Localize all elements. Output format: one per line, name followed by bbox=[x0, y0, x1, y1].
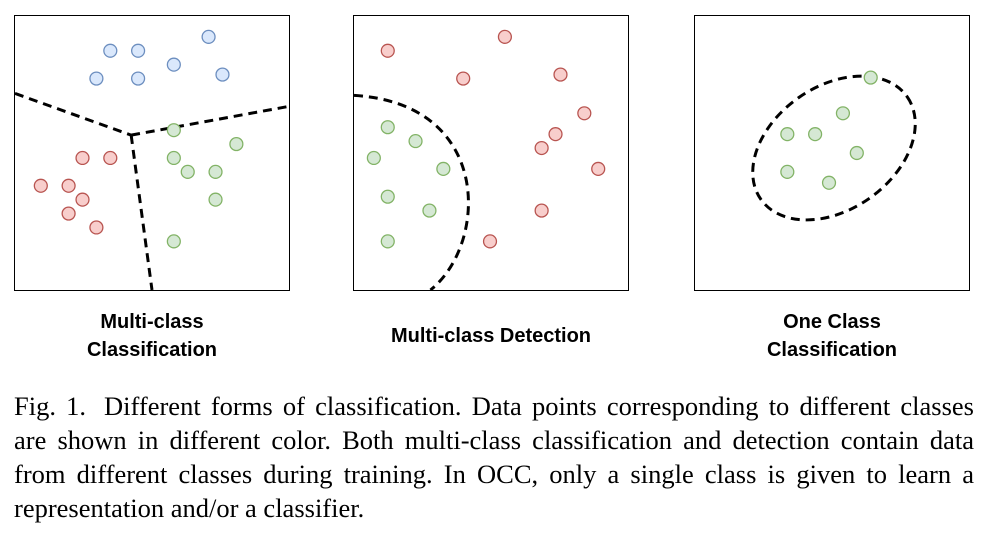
data-point-red bbox=[497, 29, 512, 44]
data-point-green bbox=[380, 189, 395, 204]
label-line: Multi-class Detection bbox=[390, 325, 592, 347]
data-point-green bbox=[808, 127, 823, 142]
data-point-red bbox=[553, 67, 568, 82]
data-point-red bbox=[89, 220, 104, 235]
data-point-green bbox=[166, 150, 181, 166]
data-point-red bbox=[534, 203, 549, 218]
boundary-right bbox=[130, 104, 289, 137]
data-point-red bbox=[103, 150, 118, 166]
data-point-green bbox=[408, 133, 423, 149]
data-point-blue bbox=[166, 57, 181, 72]
data-points bbox=[366, 29, 606, 249]
data-point-red bbox=[380, 43, 395, 58]
data-point-green bbox=[780, 127, 795, 142]
data-point-red bbox=[482, 234, 498, 249]
figure-caption: Fig. 1. Different forms of classification… bbox=[14, 389, 974, 525]
data-point-green bbox=[380, 120, 395, 135]
label-one-class-classification: One Class Classification bbox=[694, 308, 970, 364]
data-point-blue bbox=[131, 43, 146, 58]
data-point-green bbox=[180, 164, 195, 179]
data-point-green bbox=[780, 164, 795, 179]
data-point-red bbox=[548, 127, 563, 142]
one-class-boundary bbox=[751, 74, 917, 222]
data-point-red bbox=[534, 140, 549, 156]
panel-multiclass-classification bbox=[14, 15, 290, 291]
data-point-green bbox=[863, 70, 878, 85]
data-point-blue bbox=[131, 71, 146, 86]
data-point-green bbox=[229, 136, 244, 152]
data-point-green bbox=[208, 164, 223, 179]
label-line: Multi-class bbox=[100, 311, 204, 333]
data-point-blue bbox=[89, 71, 104, 86]
figure-number: Fig. 1. bbox=[14, 391, 87, 421]
panel-multiclass-detection bbox=[353, 15, 629, 291]
data-point-green bbox=[821, 175, 837, 190]
data-point-blue bbox=[201, 29, 216, 44]
data-point-green bbox=[166, 234, 181, 249]
panel-3-canvas bbox=[751, 70, 917, 222]
data-points bbox=[780, 70, 878, 190]
data-point-red bbox=[75, 150, 90, 166]
data-point-red bbox=[456, 71, 471, 86]
panel-1-canvas bbox=[15, 29, 289, 290]
caption-text: Different forms of classification. Data … bbox=[14, 391, 974, 523]
data-point-green bbox=[436, 161, 451, 176]
label-line: One Class bbox=[783, 311, 881, 333]
label-multiclass-detection: Multi-class Detection bbox=[353, 322, 629, 350]
data-point-green bbox=[422, 203, 437, 218]
data-point-green bbox=[208, 192, 223, 207]
data-point-green bbox=[366, 150, 381, 166]
panel-one-class-classification bbox=[694, 15, 970, 291]
data-points bbox=[33, 29, 244, 249]
label-multiclass-classification: Multi-class Classification bbox=[14, 308, 290, 364]
data-point-red bbox=[61, 206, 76, 221]
data-point-green bbox=[835, 106, 851, 121]
label-line: Classification bbox=[766, 339, 898, 361]
data-point-red bbox=[75, 192, 90, 207]
data-point-blue bbox=[103, 43, 118, 58]
data-point-blue bbox=[215, 67, 230, 82]
data-point-red bbox=[577, 106, 592, 121]
boundary-bottom bbox=[129, 134, 154, 290]
panel-2-canvas bbox=[354, 29, 606, 290]
data-point-green bbox=[849, 145, 864, 161]
label-line: Classification bbox=[86, 339, 218, 361]
data-point-red bbox=[591, 161, 606, 176]
detection-boundary bbox=[354, 93, 470, 290]
data-point-red bbox=[61, 178, 76, 193]
data-point-green bbox=[166, 123, 181, 138]
data-point-green bbox=[380, 234, 395, 249]
decision-boundaries bbox=[15, 92, 289, 290]
data-point-red bbox=[33, 178, 48, 193]
boundary-left bbox=[15, 92, 132, 137]
